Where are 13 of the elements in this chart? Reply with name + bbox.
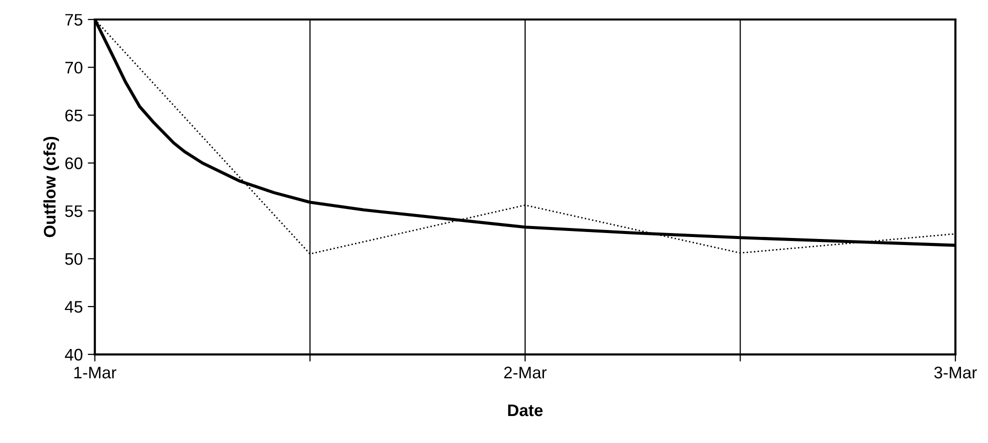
y-tick-label: 60 (65, 157, 82, 170)
y-tick-label: 70 (65, 62, 82, 74)
y-tick-label: 75 (65, 14, 82, 26)
y-tick-label: 45 (64, 301, 82, 313)
y-tick-label: 40 (64, 348, 82, 361)
y-tick-label: 55 (65, 205, 82, 218)
x-tick-label: 2-Mar (504, 366, 547, 378)
y-tick-label: 50 (65, 253, 82, 265)
y-axis-title: Outflow (cfs) (43, 136, 59, 238)
x-tick-label: 1-Mar (74, 366, 116, 378)
x-tick-label: 3-Mar (934, 366, 977, 378)
x-axis-title: Date (508, 404, 543, 416)
y-tick-label: 65 (65, 110, 82, 122)
